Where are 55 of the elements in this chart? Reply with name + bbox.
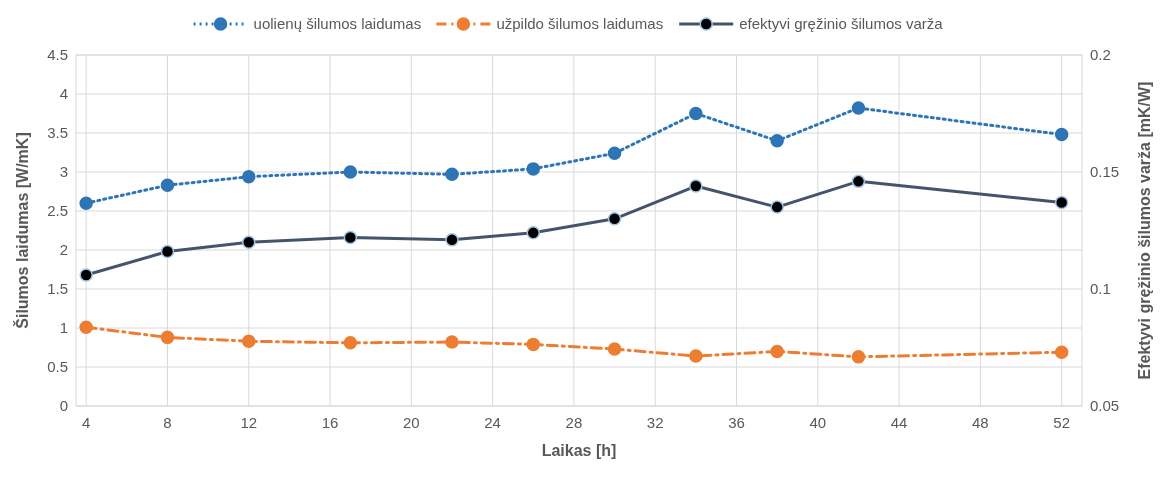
x-tick-label: 8: [163, 414, 172, 431]
x-tick-label: 48: [972, 414, 989, 431]
point: [1054, 127, 1069, 142]
point: [526, 162, 541, 176]
legend-label: uolienų šilumos laidumas: [253, 15, 422, 32]
x-axis-title: Laikas [h]: [541, 442, 617, 459]
x-tick-label: 40: [809, 414, 827, 431]
x-tick-label: 32: [646, 414, 664, 431]
y-tick-label: 1: [59, 319, 68, 336]
point: [1054, 345, 1069, 359]
point: [445, 335, 459, 349]
y2-tick-label: 0.1: [1090, 280, 1111, 297]
y-tick-label: 3: [59, 163, 68, 180]
point: [445, 167, 459, 182]
point: [770, 134, 784, 148]
point: [689, 349, 703, 363]
point: [160, 178, 175, 193]
x-tick-label: 28: [565, 414, 583, 431]
x-tick-label: 24: [484, 414, 501, 431]
y2-axis-title: Efektyvi gręžinio šilumos varža [mK/W]: [1136, 81, 1153, 380]
point: [242, 169, 256, 184]
x-tick-label: 36: [728, 414, 745, 431]
y-tick-label: 3.5: [47, 124, 68, 141]
y-tick-label: 1.5: [47, 280, 68, 297]
legend-label: užpildo šilumos laidumas: [496, 15, 664, 32]
x-tick-label: 44: [890, 414, 908, 431]
y-tick-label: 4: [59, 85, 68, 102]
point: [607, 342, 622, 356]
x-tick-label: 20: [402, 414, 420, 431]
point: [770, 344, 784, 359]
point: [851, 101, 866, 115]
point: [526, 337, 541, 352]
y-axis-title: Šilumos laidumas [W/mK]: [13, 132, 31, 329]
point: [79, 320, 93, 334]
y2-tick-label: 0.05: [1090, 397, 1120, 414]
point: [160, 330, 175, 345]
y-tick-label: 4.5: [47, 46, 68, 63]
point: [79, 196, 93, 210]
y-tick-label: 2: [59, 241, 68, 258]
y-tick-label: 0: [59, 397, 68, 414]
y2-tick-label: 0.2: [1090, 46, 1111, 63]
point: [851, 350, 866, 364]
y2-tick-label: 0.15: [1090, 163, 1120, 180]
point: [242, 334, 256, 349]
point: [343, 165, 358, 179]
point: [607, 146, 622, 161]
point: [343, 336, 358, 350]
point: [689, 106, 703, 121]
x-tick-label: 52: [1053, 414, 1071, 431]
x-tick-label: 12: [240, 414, 258, 431]
y-tick-label: 0.5: [47, 358, 68, 375]
legend-label: efektyvi gręžinio šilumos varža: [739, 15, 944, 32]
x-tick-label: 4: [81, 414, 91, 431]
x-tick-label: 16: [321, 414, 339, 431]
y-tick-label: 2.5: [47, 202, 68, 219]
